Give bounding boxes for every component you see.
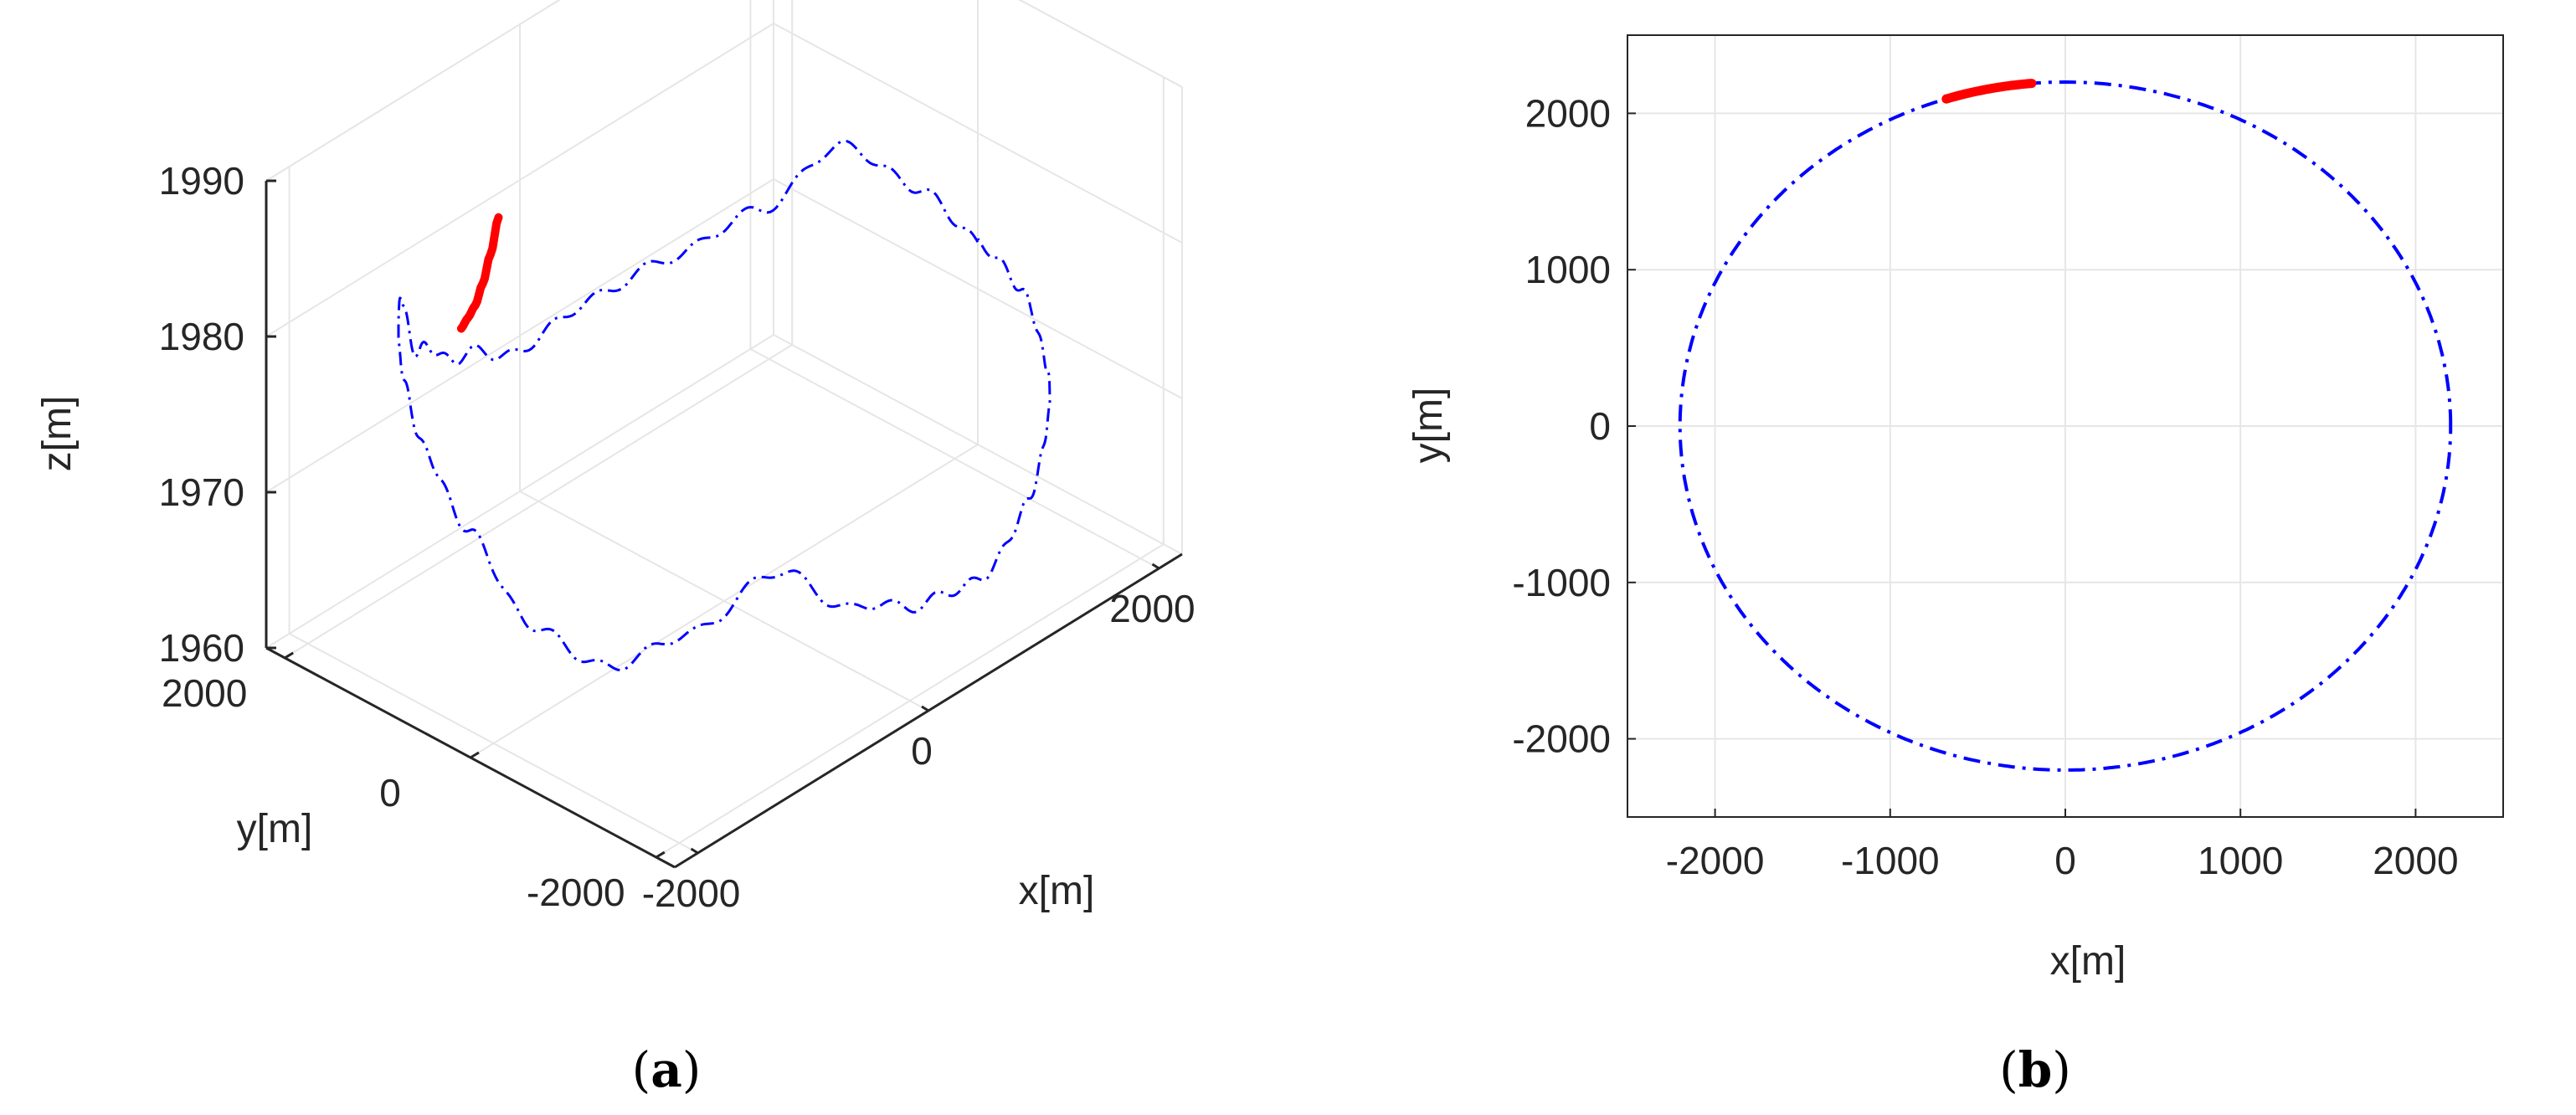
back-wall-grid-z	[265, 334, 774, 649]
panel-b-y-axis-label: y[m]	[1406, 388, 1451, 464]
panel-a-z-axis-label: z[m]	[35, 396, 80, 472]
box-edge	[265, 0, 561, 182]
floor-grid-y	[656, 543, 1165, 858]
panel-a-x-tick-label: -2000	[642, 871, 741, 915]
panel-a-y-tick	[284, 651, 294, 660]
panel-b-2d-plot: -2000 -1000 0 1000 2000 -2000 -1000 0 1000 2000 x…	[1406, 34, 2504, 984]
panel-a-y-tick-label: 0	[379, 771, 401, 814]
panel-a-x-axis-label: x[m]	[1019, 869, 1095, 913]
caption-a: (a)	[632, 1041, 702, 1098]
panel-b-x-tick-label: 0	[2054, 839, 2076, 882]
panel-b-y-tick-label: 0	[1589, 404, 1611, 448]
panel-b-tick-labels: -2000 -1000 0 1000 2000 -2000 -1000 0 1000 2000	[1512, 91, 2458, 882]
panel-a-trajectory-line	[397, 139, 1051, 672]
panel-b-y-tick-label: -1000	[1512, 561, 1611, 604]
panel-b-x-axis-label: x[m]	[2050, 939, 2126, 984]
panel-b-y-tick-label: 2000	[1525, 91, 1611, 135]
panel-a-z-tick-label: 1980	[159, 315, 244, 358]
box-edge	[1018, 0, 1183, 88]
panel-b-series	[1678, 79, 2453, 773]
panel-b-highlight-segment	[1941, 79, 2037, 104]
panel-b-x-tick-label: 2000	[2373, 839, 2458, 882]
panel-a-y-axis-label: y[m]	[237, 807, 313, 851]
panel-a-x-tick	[1151, 563, 1160, 570]
panel-a-z-tick-label: 1990	[159, 159, 244, 203]
caption-b-letter: b	[2018, 1041, 2053, 1098]
panel-a-x-tick	[690, 847, 699, 855]
panel-b-axes-box	[1627, 34, 2504, 818]
back-wall-grid-z	[265, 23, 774, 337]
panel-b-y-tick-label: -2000	[1512, 717, 1611, 761]
panel-a-highlight-segment	[456, 213, 503, 333]
side-wall-grid-z	[773, 334, 1183, 555]
panel-a-y-tick	[656, 850, 666, 859]
back-wall-grid-z	[265, 178, 774, 493]
panel-a-x-tick-label: 2000	[1109, 587, 1195, 630]
floor-grid-y	[284, 344, 793, 659]
panel-a-x-tick-label: 0	[911, 729, 933, 773]
side-wall-grid-z	[773, 178, 1183, 399]
panel-a-z-tick-label: 1960	[159, 626, 244, 670]
panel-a-y-tick-label: 2000	[162, 671, 247, 715]
panel-a-axes	[265, 179, 1183, 869]
panel-a-series	[397, 139, 1051, 672]
floor-grid-y	[470, 444, 979, 758]
panel-b-x-tick-label: 1000	[2198, 839, 2283, 882]
panel-a-x-tick	[921, 705, 929, 712]
panel-b-y-tick-label: 1000	[1525, 248, 1611, 291]
caption-b: (b)	[1999, 1041, 2071, 1098]
panel-a-gridlines	[265, 0, 1183, 858]
panel-a-z-tick-label: 1970	[159, 470, 244, 514]
caption-a-letter: a	[650, 1041, 682, 1098]
side-wall-grid-z	[773, 23, 1183, 244]
panel-a-y-tick-label: -2000	[527, 871, 625, 914]
panel-b-gridlines	[1627, 35, 2503, 817]
panel-b-x-tick-label: -1000	[1841, 839, 1940, 882]
panel-a-y-tick	[470, 751, 480, 759]
panel-b-x-tick-label: -2000	[1666, 839, 1765, 882]
